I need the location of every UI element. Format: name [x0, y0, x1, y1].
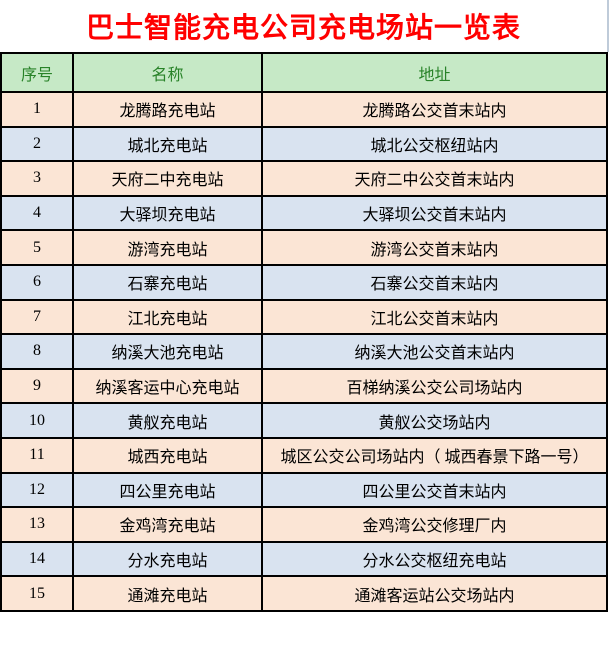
table-row: 8 纳溪大池充电站 纳溪大池公交首末站内 — [0, 333, 608, 370]
cell-name: 大驿坝充电站 — [72, 194, 263, 232]
cell-no: 12 — [0, 471, 74, 509]
cell-name: 天府二中充电站 — [72, 160, 263, 197]
cell-name: 黄舣充电站 — [72, 402, 263, 439]
cell-name: 通滩充电站 — [72, 575, 263, 612]
cell-name: 城西充电站 — [72, 436, 263, 474]
cell-address: 天府二中公交首末站内 — [261, 160, 608, 197]
table-row: 14 分水充电站 分水公交枢纽充电站 — [0, 540, 608, 578]
cell-name: 分水充电站 — [72, 540, 263, 578]
header-row: 序号 名称 地址 — [0, 52, 608, 93]
cell-name: 金鸡湾充电站 — [72, 506, 263, 543]
cell-no: 6 — [0, 263, 74, 301]
cell-no: 4 — [0, 194, 74, 232]
table-row: 10 黄舣充电站 黄舣公交场站内 — [0, 402, 608, 439]
table-row: 9 纳溪客运中心充电站 百梯纳溪公交公司场站内 — [0, 367, 608, 405]
cell-address: 分水公交枢纽充电站 — [261, 540, 608, 578]
table-row: 6 石寨充电站 石寨公交首末站内 — [0, 263, 608, 301]
table-row: 5 游湾充电站 游湾公交首末站内 — [0, 229, 608, 266]
table-row: 11 城西充电站 城区公交公司场站内（ 城西春景下路一号） — [0, 436, 608, 474]
cell-no: 15 — [0, 575, 74, 612]
table-row: 2 城北充电站 城北公交枢纽站内 — [0, 125, 608, 163]
table-row: 3 天府二中充电站 天府二中公交首末站内 — [0, 160, 608, 197]
cell-no: 11 — [0, 436, 74, 474]
table-row: 13 金鸡湾充电站 金鸡湾公交修理厂内 — [0, 506, 608, 543]
cell-name: 纳溪大池充电站 — [72, 333, 263, 370]
header-cell-address: 地址 — [261, 52, 608, 93]
cell-no: 8 — [0, 333, 74, 370]
charging-station-table: 序号 名称 地址 1 龙腾路充电站 龙腾路公交首末站内 2 城北充电站 城北公交… — [0, 52, 608, 612]
cell-address: 江北公交首末站内 — [261, 298, 608, 336]
cell-address: 石寨公交首末站内 — [261, 263, 608, 301]
cell-no: 14 — [0, 540, 74, 578]
header-cell-no: 序号 — [0, 52, 74, 93]
cell-name: 四公里充电站 — [72, 471, 263, 509]
cell-address: 黄舣公交场站内 — [261, 402, 608, 439]
table-row: 4 大驿坝充电站 大驿坝公交首末站内 — [0, 194, 608, 232]
table-row: 1 龙腾路充电站 龙腾路公交首末站内 — [0, 91, 608, 128]
cell-name: 江北充电站 — [72, 298, 263, 336]
cell-address: 大驿坝公交首末站内 — [261, 194, 608, 232]
cell-address: 游湾公交首末站内 — [261, 229, 608, 266]
cell-name: 石寨充电站 — [72, 263, 263, 301]
cell-no: 1 — [0, 91, 74, 128]
cell-address: 城区公交公司场站内（ 城西春景下路一号） — [261, 436, 608, 474]
cell-address: 城北公交枢纽站内 — [261, 125, 608, 163]
cell-address: 龙腾路公交首末站内 — [261, 91, 608, 128]
cell-no: 2 — [0, 125, 74, 163]
cell-address: 金鸡湾公交修理厂内 — [261, 506, 608, 543]
cell-no: 3 — [0, 160, 74, 197]
table-title-bar: 巴士智能充电公司充电场站一览表 — [0, 0, 609, 52]
cell-address: 通滩客运站公交场站内 — [261, 575, 608, 612]
table-row: 7 江北充电站 江北公交首末站内 — [0, 298, 608, 336]
cell-address: 百梯纳溪公交公司场站内 — [261, 367, 608, 405]
cell-no: 7 — [0, 298, 74, 336]
cell-name: 纳溪客运中心充电站 — [72, 367, 263, 405]
table-row: 12 四公里充电站 四公里公交首末站内 — [0, 471, 608, 509]
cell-no: 13 — [0, 506, 74, 543]
cell-name: 游湾充电站 — [72, 229, 263, 266]
table-row: 15 通滩充电站 通滩客运站公交场站内 — [0, 575, 608, 612]
cell-address: 纳溪大池公交首末站内 — [261, 333, 608, 370]
page-title: 巴士智能充电公司充电场站一览表 — [85, 13, 521, 44]
cell-name: 城北充电站 — [72, 125, 263, 163]
cell-name: 龙腾路充电站 — [72, 91, 263, 128]
cell-no: 10 — [0, 402, 74, 439]
cell-no: 5 — [0, 229, 74, 266]
header-cell-name: 名称 — [72, 52, 263, 93]
cell-address: 四公里公交首末站内 — [261, 471, 608, 509]
cell-no: 9 — [0, 367, 74, 405]
